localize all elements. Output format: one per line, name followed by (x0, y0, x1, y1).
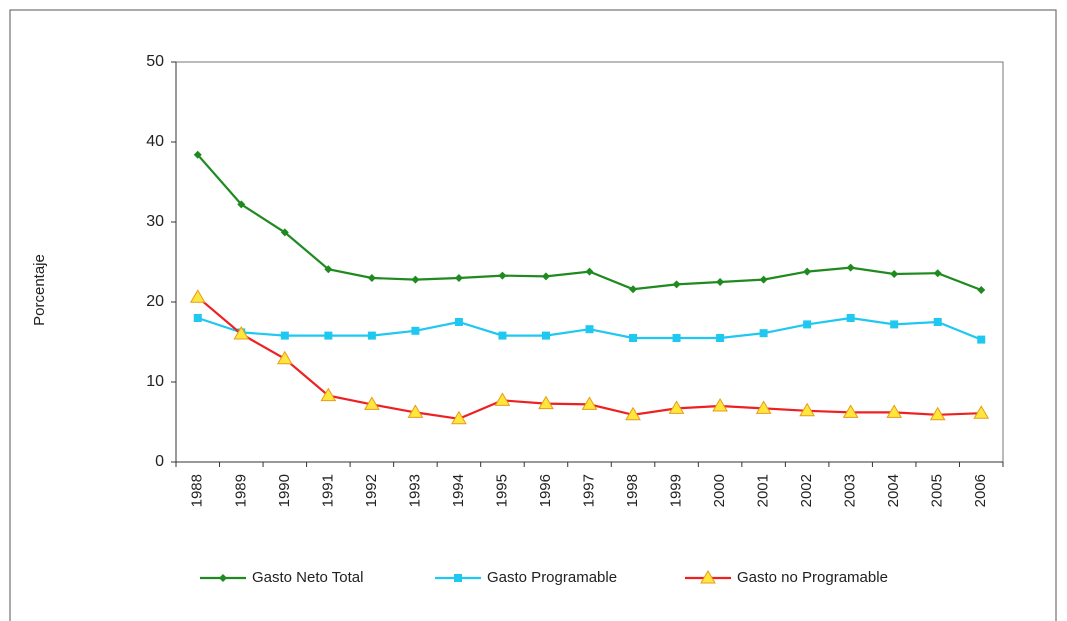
x-tick-label: 1999 (668, 474, 685, 507)
point (233, 326, 250, 340)
point (280, 228, 289, 237)
x-tick-label: 1988 (189, 474, 206, 507)
x-tick-label: 2005 (929, 474, 946, 507)
x-tick-label: 1995 (493, 474, 510, 507)
point (933, 269, 942, 278)
x-tick-label: 1993 (406, 474, 423, 507)
point (672, 280, 681, 289)
x-tick-label: 1989 (232, 474, 249, 507)
point (494, 392, 511, 406)
legend-label: Gasto no Programable (737, 569, 888, 586)
point (454, 318, 463, 326)
point (367, 274, 376, 282)
point (585, 267, 594, 276)
point (929, 406, 946, 421)
point (890, 270, 899, 278)
point (320, 387, 337, 402)
point (189, 289, 206, 303)
point (973, 405, 990, 419)
point (498, 271, 507, 280)
point (193, 314, 202, 322)
point (668, 400, 685, 414)
point (886, 404, 903, 418)
point (541, 331, 550, 340)
y-tick-label: 30 (146, 213, 164, 230)
point (363, 396, 380, 410)
point (367, 331, 376, 340)
point (411, 275, 420, 284)
x-tick-label: 2002 (798, 474, 815, 507)
point (498, 331, 507, 340)
y-tick-label: 20 (146, 293, 164, 310)
point (541, 272, 550, 281)
point (716, 278, 725, 286)
point (842, 404, 859, 418)
x-tick-label: 1994 (450, 474, 467, 507)
point (324, 331, 333, 340)
x-tick-label: 1992 (363, 474, 380, 507)
point (625, 406, 641, 421)
point (407, 404, 424, 418)
x-tick-label: 2004 (885, 474, 902, 507)
legend-label: Gasto Programable (487, 569, 617, 586)
x-tick-label: 1990 (276, 474, 293, 507)
point (672, 334, 681, 342)
point (977, 286, 986, 294)
point (846, 314, 855, 322)
y-tick-label: 40 (146, 133, 164, 150)
point (712, 398, 728, 412)
point (799, 402, 816, 417)
x-tick-label: 2003 (842, 474, 859, 507)
y-tick-label: 10 (146, 373, 164, 390)
point (755, 400, 772, 414)
frame (9, 9, 1057, 621)
legend-label: Gasto Neto Total (252, 569, 363, 586)
point (977, 335, 986, 344)
point (585, 325, 594, 334)
point (538, 395, 554, 410)
point (803, 320, 812, 329)
point (890, 320, 899, 329)
y-tick-label: 50 (146, 53, 164, 70)
point (411, 326, 420, 335)
point (581, 396, 598, 410)
point (193, 150, 202, 159)
x-tick-label: 1998 (624, 474, 641, 507)
point (759, 329, 768, 338)
point (324, 265, 333, 274)
x-tick-label: 1996 (537, 474, 554, 507)
x-tick-label: 1997 (580, 474, 597, 507)
point (933, 318, 942, 326)
legend-marker (700, 570, 716, 584)
point (454, 274, 463, 282)
point (716, 334, 725, 342)
x-tick-label: 1991 (319, 474, 336, 507)
point (759, 275, 768, 284)
x-tick-label: 2001 (755, 474, 772, 507)
y-tick-label: 0 (155, 453, 164, 470)
point (237, 200, 246, 209)
legend-marker (454, 574, 462, 582)
point (803, 267, 812, 276)
point (276, 350, 293, 365)
point (629, 334, 638, 342)
legend-marker (219, 574, 227, 582)
x-tick-label: 2006 (972, 474, 989, 507)
point (629, 285, 638, 294)
y-axis-label: Porcentaje (31, 254, 48, 326)
point (846, 263, 855, 272)
x-tick-label: 2000 (711, 474, 728, 507)
point (280, 331, 289, 340)
point (451, 410, 467, 425)
